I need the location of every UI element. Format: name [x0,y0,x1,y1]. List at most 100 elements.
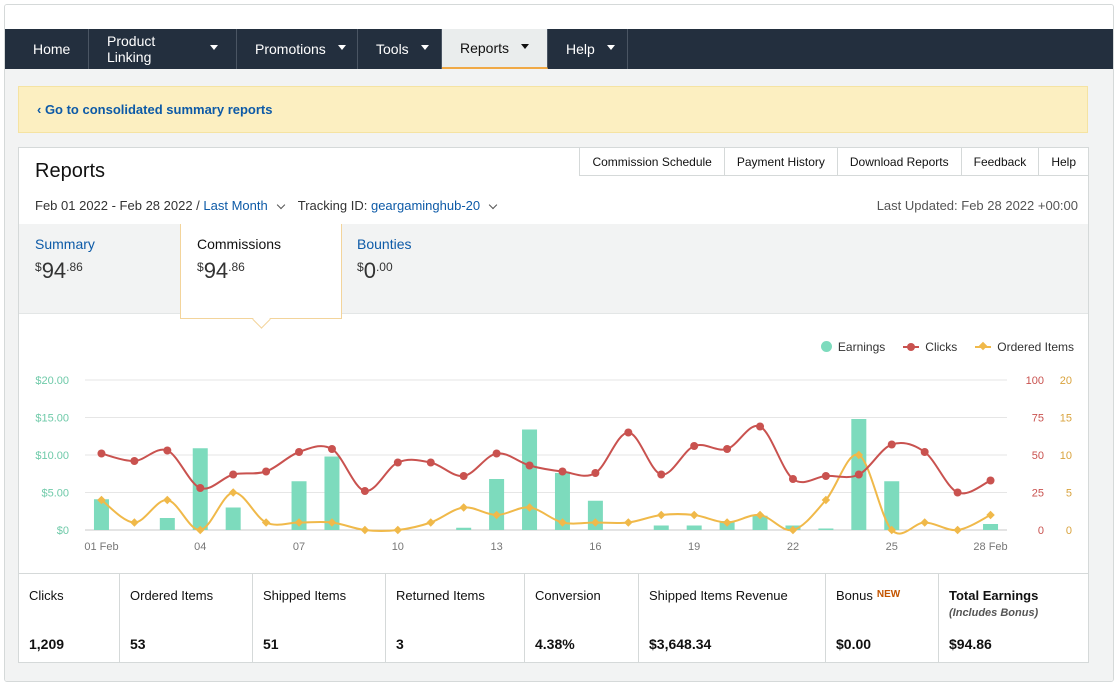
earnings-bar[interactable] [159,518,175,530]
earnings-bar[interactable] [818,528,834,531]
earnings-bar[interactable] [456,527,472,530]
metric-value: $94.86 [949,636,992,652]
earnings-bar[interactable] [522,429,538,531]
ordered-items-point[interactable] [986,510,995,520]
x-tick-label: 16 [589,541,601,553]
ordered-items-point[interactable] [920,518,929,527]
summary-tab[interactable]: Summary $94.86 [19,224,181,314]
metric-label: Shipped Items [263,588,347,603]
feedback-tab[interactable]: Feedback [961,148,1040,175]
nav-promotions[interactable]: Promotions [237,29,358,69]
ordered-items-point[interactable] [261,518,271,527]
ordered-items-point[interactable] [689,510,699,520]
clicks-point[interactable] [360,487,369,495]
chevron-down-icon[interactable] [276,200,285,209]
ordered-items-point[interactable] [657,510,666,520]
earnings-bar[interactable] [686,525,702,531]
clicks-point[interactable] [130,457,139,465]
earnings-bar[interactable] [653,525,669,531]
clicks-point[interactable] [426,458,435,467]
clicks-point[interactable] [459,472,468,480]
clicks-point[interactable] [229,470,238,479]
ordered-items-point[interactable] [821,495,831,505]
ordered-items-point[interactable] [360,525,370,535]
nav-home[interactable]: Home [5,29,89,69]
x-tick-label: 13 [490,541,502,553]
nav-help[interactable]: Help [548,29,628,69]
tracking-id-dropdown[interactable]: geargaminghub-20 [370,198,481,213]
bounties-tab[interactable]: Bounties $0.00 [341,224,503,314]
clicks-point[interactable] [854,470,863,479]
clicks-point[interactable] [262,467,271,476]
ordered-items-point[interactable] [393,525,403,535]
clicks-point[interactable] [920,448,929,456]
clicks-point[interactable] [97,449,106,458]
ordered-items-point[interactable] [525,503,534,512]
ordered-items-point[interactable] [327,518,337,527]
ordered-items-point[interactable] [854,450,864,460]
chevron-down-icon[interactable] [488,200,498,209]
ordered-items-point[interactable] [130,518,139,527]
earnings-bar[interactable] [489,479,505,530]
legend-earnings[interactable]: Earnings [820,340,885,354]
commissions-tab[interactable]: Commissions $94.86 [180,224,342,319]
clicks-point[interactable] [196,484,205,492]
commission-schedule-tab[interactable]: Commission Schedule [580,148,725,175]
consolidated-reports-link[interactable]: ‹ Go to consolidated summary reports [37,102,273,117]
clicks-point[interactable] [163,446,172,455]
ordered-items-point[interactable] [492,510,501,520]
clicks-point[interactable] [492,449,501,458]
clicks-point[interactable] [327,445,336,453]
download-reports-tab[interactable]: Download Reports [837,148,962,175]
clicks-point[interactable] [558,467,567,476]
ordered-swatch-icon [975,346,992,348]
earnings-bar[interactable] [324,456,340,531]
clicks-point[interactable] [525,461,534,470]
ordered-items-point[interactable] [426,518,435,527]
earnings-bar[interactable] [93,499,109,530]
ordered-items-point[interactable] [459,503,468,512]
clicks-point[interactable] [657,470,666,479]
clicks-point[interactable] [591,469,600,477]
y-right-clicks-tick-label: 100 [1026,375,1044,387]
legend-clicks[interactable]: Clicks [903,340,957,354]
earnings-bar[interactable] [884,481,900,530]
clicks-point[interactable] [393,458,402,467]
metric-ordered-items: Ordered Items 53 [120,574,253,663]
summary-cents: .86 [66,260,83,274]
ordered-items-point[interactable] [97,495,106,505]
legend-ordered[interactable]: Ordered Items [975,340,1074,354]
x-tick-label: 28 Feb [973,541,1007,553]
ordered-items-point[interactable] [624,518,633,527]
ordered-items-point[interactable] [228,488,238,497]
reports-panel: Reports Commission Schedule Payment Hist… [18,147,1089,663]
payment-history-tab[interactable]: Payment History [724,148,838,175]
caret-down-icon [420,44,429,50]
clicks-point[interactable] [690,442,699,450]
ordered-items-point[interactable] [294,518,304,527]
clicks-point[interactable] [295,448,304,456]
clicks-point[interactable] [723,445,732,453]
page-title: Reports [35,160,106,182]
clicks-point[interactable] [624,428,633,437]
earnings-bar[interactable] [554,473,570,530]
clicks-point[interactable] [756,422,765,431]
clicks-point[interactable] [887,440,896,449]
earnings-bar[interactable] [983,524,999,530]
earnings-bar[interactable] [225,507,241,531]
clicks-point[interactable] [986,476,995,485]
period-dropdown[interactable]: Last Month [203,198,268,213]
clicks-point[interactable] [788,475,797,483]
earnings-bar[interactable] [291,481,307,530]
help-tab[interactable]: Help [1039,148,1088,175]
clicks-point[interactable] [821,472,830,480]
nav-reports[interactable]: Reports [442,29,548,69]
clicks-point[interactable] [953,488,962,497]
nav-product-linking[interactable]: Product Linking [89,29,237,69]
earnings-bar[interactable] [752,515,768,530]
clicks-line [101,424,991,495]
ordered-items-point[interactable] [163,495,172,505]
app-frame: Home Product Linking Promotions Tools Re… [4,4,1114,682]
ordered-items-point[interactable] [953,525,962,535]
nav-tools[interactable]: Tools [358,29,442,69]
